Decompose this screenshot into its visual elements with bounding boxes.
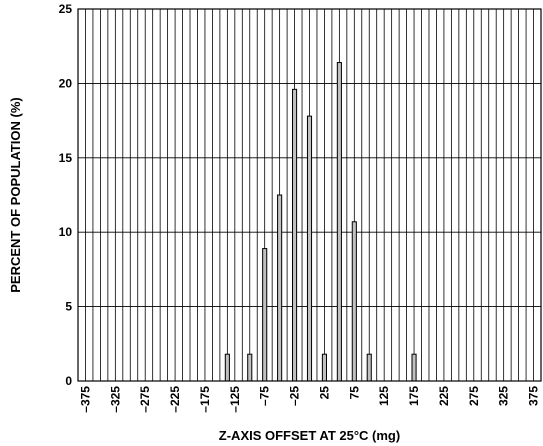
x-tick-label: 325	[497, 386, 511, 406]
x-tick-label: 225	[437, 386, 451, 406]
x-tick-label: –325	[108, 386, 122, 413]
x-tick-label: –25	[288, 386, 302, 406]
histogram-bar	[336, 62, 342, 382]
histogram-bar	[321, 353, 327, 382]
x-tick-label: –125	[228, 386, 242, 413]
y-tick-label: 25	[59, 2, 73, 16]
plot-frame	[77, 8, 542, 382]
histogram-bar	[306, 115, 313, 382]
histogram-bar	[224, 353, 230, 382]
histogram-bar	[247, 353, 253, 382]
y-axis-ticks: 0 5 10 15 20 25	[59, 2, 73, 388]
histogram-bar	[411, 353, 417, 382]
x-tick-label: 275	[467, 386, 481, 406]
x-tick-label: –275	[138, 386, 152, 413]
x-tick-label: –75	[258, 386, 272, 406]
y-tick-label: 0	[65, 374, 72, 388]
histogram-bar	[366, 353, 372, 382]
histogram-bar	[292, 88, 298, 382]
x-tick-label: 25	[317, 386, 331, 400]
x-axis-label: Z-AXIS OFFSET AT 25°C (mg)	[219, 428, 400, 443]
x-tick-label: –375	[78, 386, 92, 413]
x-tick-label: 175	[407, 386, 421, 406]
y-tick-label: 15	[59, 151, 73, 165]
histogram-bar	[262, 248, 268, 382]
x-axis-ticks: –375 –325 –275 –225 –175 –125 –75 –25 25 75 125 175…	[78, 386, 540, 413]
y-axis-label: PERCENT OF POPULATION (%)	[8, 97, 23, 292]
x-tick-label: 375	[527, 386, 541, 406]
y-tick-label: 20	[59, 76, 73, 90]
x-tick-label: –225	[168, 386, 182, 413]
y-tick-label: 5	[65, 300, 72, 314]
histogram-bars	[224, 62, 417, 382]
histogram-bar	[351, 221, 357, 382]
histogram-bar	[277, 194, 283, 382]
x-tick-label: 125	[377, 386, 391, 406]
y-tick-label: 10	[59, 225, 73, 239]
x-tick-label: 75	[347, 386, 361, 400]
x-tick-label: –175	[198, 386, 212, 413]
